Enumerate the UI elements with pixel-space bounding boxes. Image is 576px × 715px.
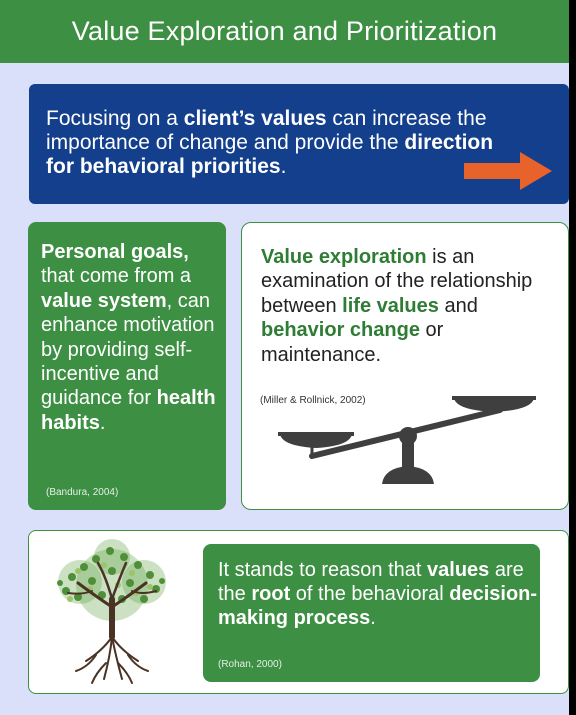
value-exploration-text-part: or maintenance.	[261, 319, 444, 366]
citation-rohan: (Rohan, 2000)	[218, 659, 282, 670]
personal-goals-text: Personal goals, that come from a value s…	[41, 240, 221, 435]
values-root-emphasis: decision-making process	[218, 583, 538, 629]
values-root-emphasis: root	[251, 583, 291, 605]
personal-goals-emphasis: value system	[41, 289, 167, 312]
values-root-text-part: are the	[218, 559, 524, 605]
intro-emphasis: direction for behavioral priorities	[46, 131, 494, 178]
page-title: Value Exploration and Prioritization	[71, 16, 498, 46]
values-root-emphasis: values	[427, 559, 490, 581]
values-root-text: It stands to reason that values are the …	[218, 558, 538, 630]
citation-bandura: (Bandura, 2004)	[46, 487, 119, 498]
value-exploration-emphasis: Value exploration	[261, 246, 427, 268]
citation-miller-rollnick: (Miller & Rollnick, 2002)	[260, 395, 366, 406]
value-exploration-emphasis: behavior change	[261, 319, 420, 342]
value-exploration-text: Value exploration is an examination of t…	[261, 245, 561, 367]
arrow-right-icon	[464, 152, 552, 190]
personal-goals-emphasis: Personal goals,	[41, 241, 189, 263]
page-title-bar: Value Exploration and Prioritization	[0, 0, 569, 63]
values-root-inner-card	[203, 544, 540, 682]
value-exploration-text-part: and	[438, 294, 478, 317]
values-root-text-part: of the behavioral	[290, 583, 450, 605]
intro-text-part: can increase the importance of change an…	[46, 107, 487, 154]
value-exploration-text-part: is an examination of the relationship be…	[261, 246, 533, 317]
values-root-text-part: It stands to reason that	[218, 559, 428, 581]
intro-card	[29, 84, 569, 204]
personal-goals-card	[28, 222, 226, 510]
intro-text: Focusing on a client’s values can increa…	[46, 107, 516, 179]
personal-goals-text-part: , can enhance motivation by providing se…	[41, 289, 215, 410]
intro-text-part: Focusing on a	[46, 107, 184, 130]
personal-goals-text-part: .	[99, 411, 106, 434]
value-exploration-emphasis: life values	[342, 294, 439, 317]
values-root-text-part: .	[370, 607, 376, 629]
balance-scale-icon	[278, 396, 536, 484]
intro-emphasis: client’s values	[183, 107, 327, 130]
personal-goals-text-part: that come from a	[41, 265, 192, 288]
intro-text-part: .	[280, 155, 287, 178]
tree-icon	[57, 539, 166, 684]
personal-goals-emphasis: health habits	[41, 387, 216, 434]
